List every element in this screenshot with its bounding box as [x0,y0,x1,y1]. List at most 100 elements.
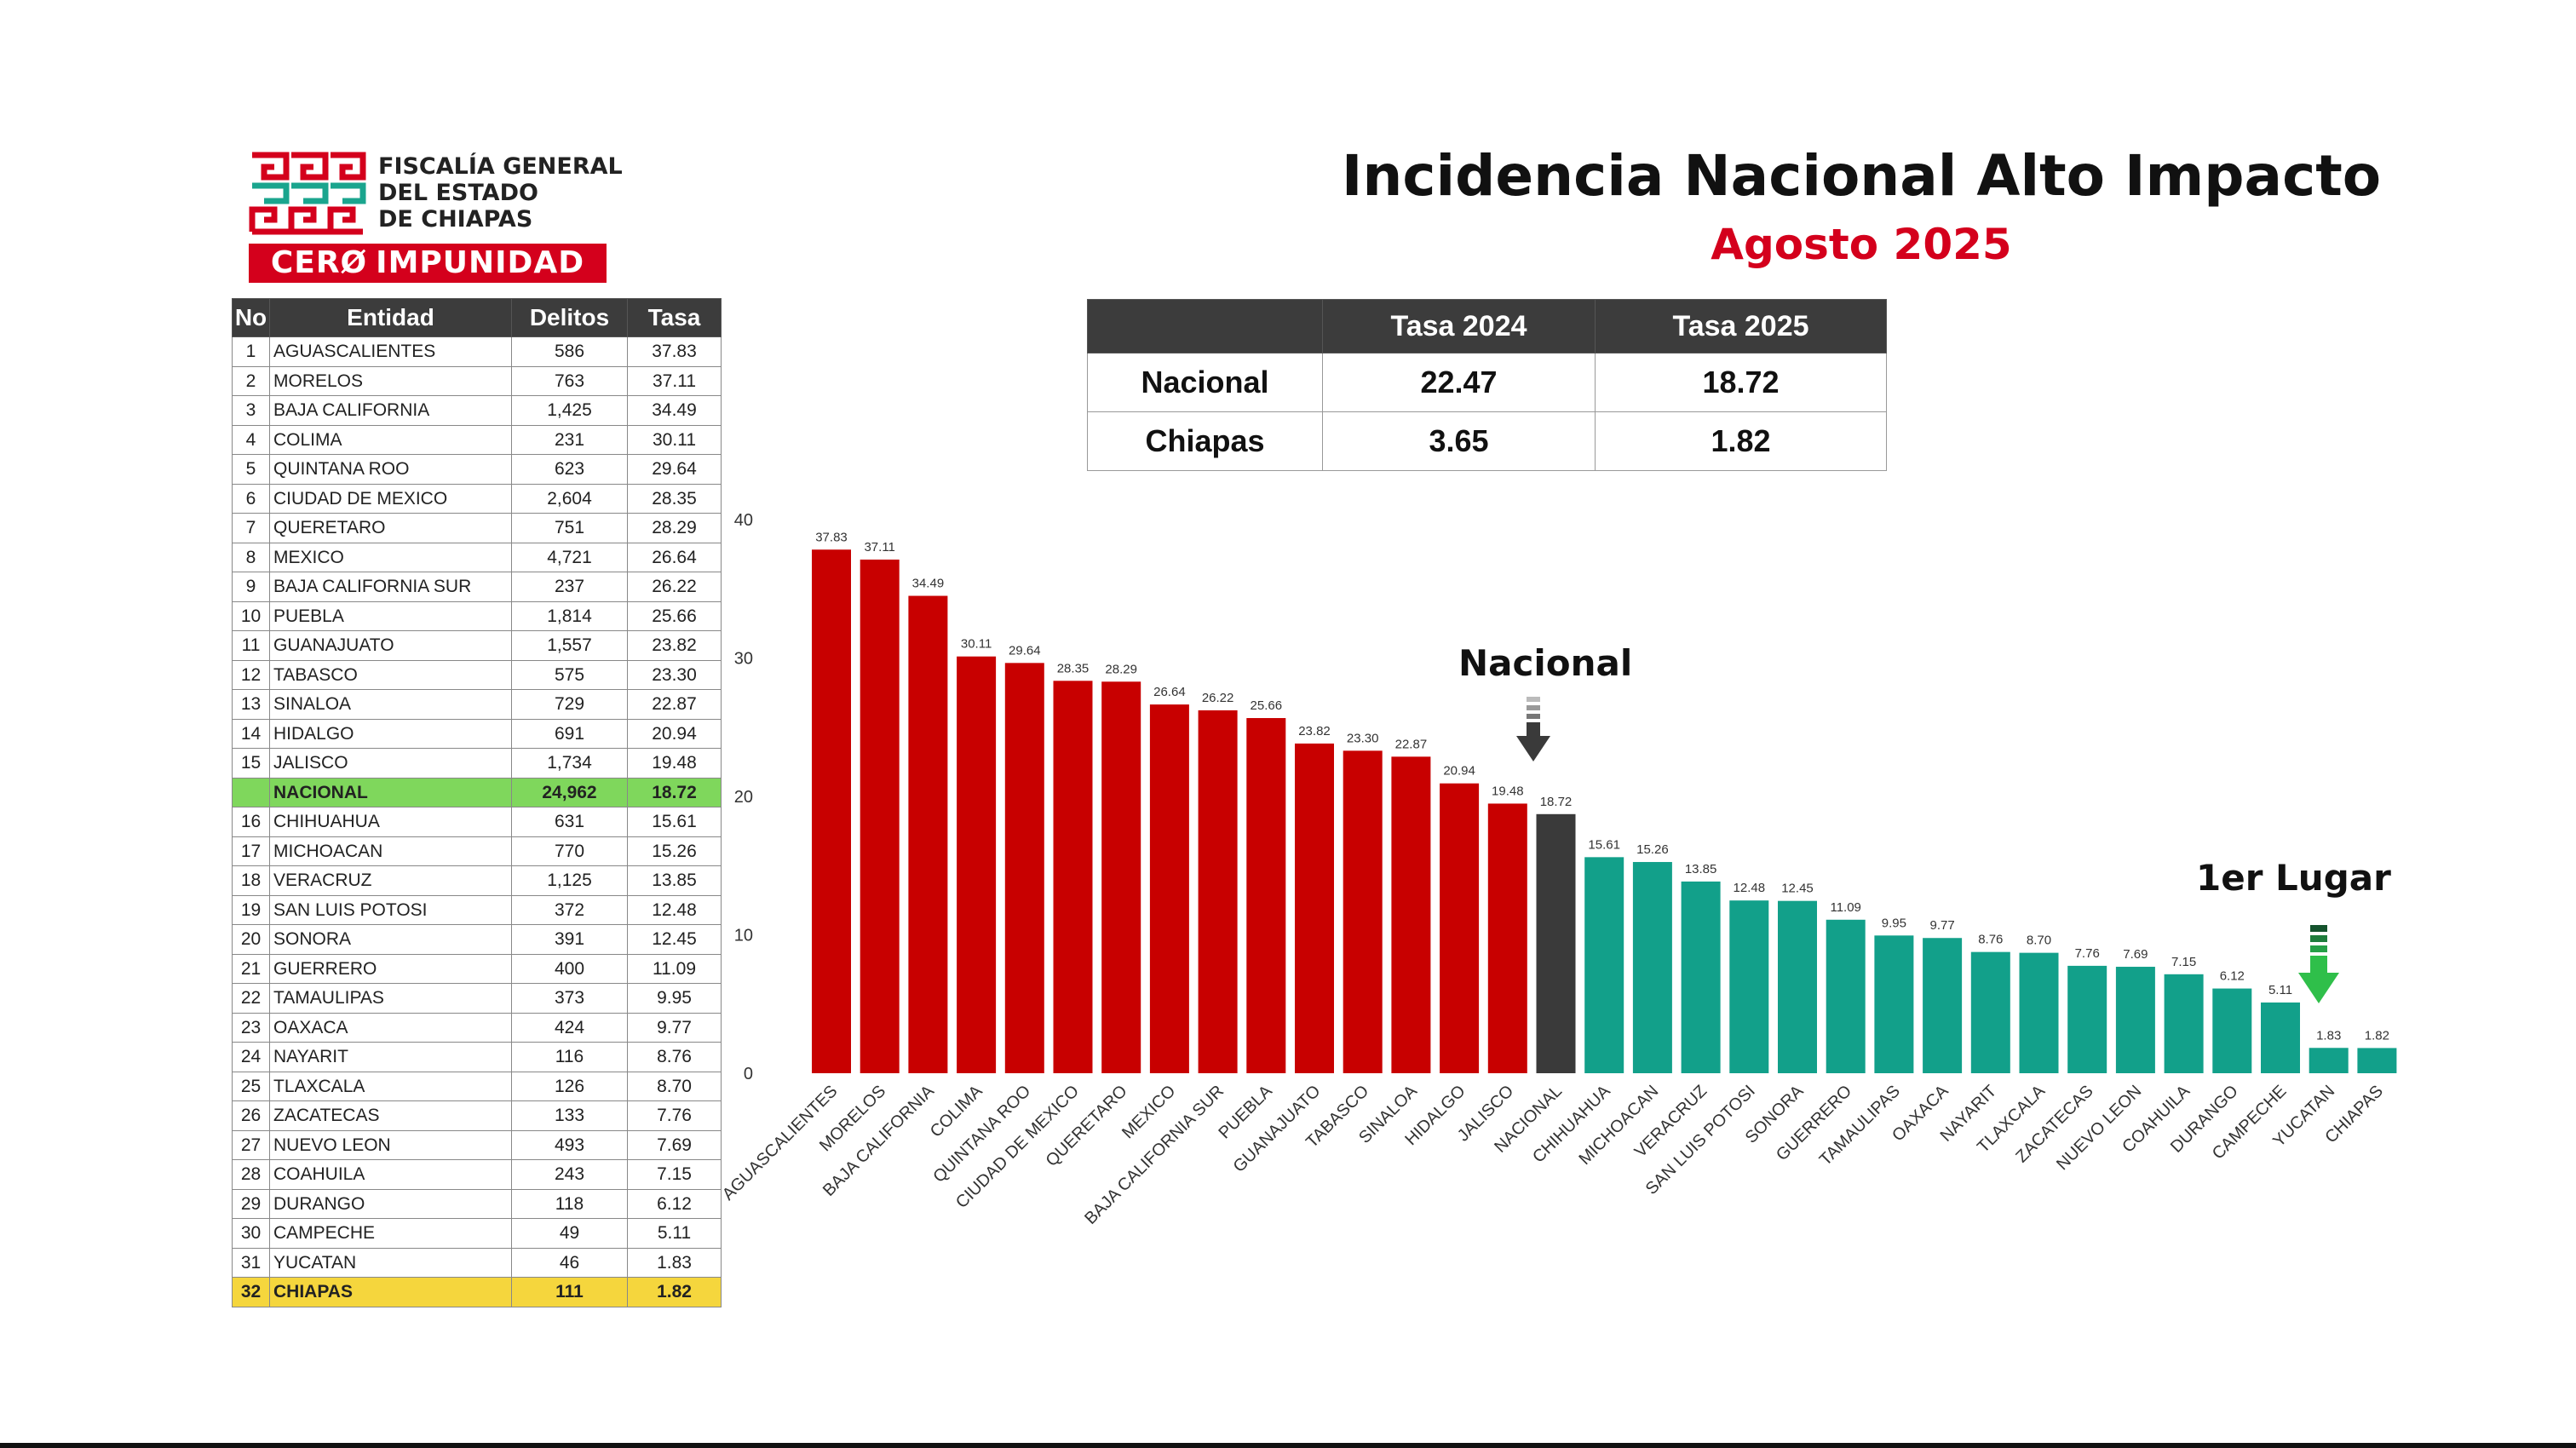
summary-header-blank [1087,299,1323,353]
data-label: 19.48 [1492,784,1524,798]
ranking-cell-tasa: 20.94 [627,718,722,749]
nacional-arrow-icon [1516,697,1550,761]
ranking-table: No Entidad Delitos Tasa 1 AGUASCALIENTES 5… [232,298,722,1307]
x-tick-label: NUEVO LEON [2053,1082,2145,1174]
ranking-cell-no [232,777,270,807]
bar-aguascalientes [812,549,851,1073]
data-label: 7.76 [2075,946,2100,961]
ranking-cell-entidad: MICHOACAN [269,836,512,866]
bar-chart: 01020304037.83AGUASCALIENTES37.11MORELOS… [719,511,2397,1228]
ranking-cell-delitos: 1,814 [511,600,628,631]
ranking-cell-tasa: 25.66 [627,600,722,631]
ranking-cell-tasa: 8.76 [627,1042,722,1072]
ranking-header-no: No [232,298,270,337]
data-label: 1.82 [2365,1028,2389,1043]
ranking-cell-no: 17 [232,836,270,866]
y-tick-label: 30 [734,650,753,669]
data-label: 15.26 [1636,842,1669,857]
ranking-cell-entidad: PUEBLA [269,600,512,631]
data-label: 18.72 [1540,795,1573,809]
ranking-cell-delitos: 623 [511,454,628,485]
table-row: 28 COAHUILA 243 7.15 [232,1159,722,1190]
summary-label: Chiapas [1087,411,1323,471]
ranking-cell-no: 8 [232,542,270,572]
ranking-cell-no: 23 [232,1012,270,1043]
ranking-cell-delitos: 729 [511,689,628,720]
table-row: 5 QUINTANA ROO 623 29.64 [232,454,722,485]
data-label: 22.87 [1395,737,1428,751]
bar-nuevo-leon [2115,967,2155,1073]
ranking-cell-tasa: 9.95 [627,983,722,1014]
ranking-cell-tasa: 29.64 [627,454,722,485]
ranking-cell-delitos: 49 [511,1218,628,1249]
bar-tamaulipas [1874,935,1914,1073]
ranking-cell-no: 6 [232,483,270,514]
bar-jalisco [1487,803,1527,1073]
bar-mexico [1149,704,1189,1073]
ranking-cell-entidad: CHIHUAHUA [269,807,512,837]
bar-tlaxcala [2019,952,2059,1073]
ranking-cell-tasa: 11.09 [627,953,722,984]
ranking-cell-delitos: 118 [511,1188,628,1219]
ranking-cell-entidad: CIUDAD DE MEXICO [269,483,512,514]
ranking-cell-entidad: MEXICO [269,542,512,572]
bar-guanajuato [1295,743,1334,1073]
ranking-cell-tasa: 7.69 [627,1129,722,1160]
table-row: 16 CHIHUAHUA 631 15.61 [232,807,722,837]
bar-ciudad-de-mexico [1053,681,1093,1073]
ranking-cell-delitos: 1,425 [511,395,628,426]
data-label: 7.15 [2171,955,2196,969]
table-row: 26 ZACATECAS 133 7.76 [232,1100,722,1131]
bar-chihuahua [1584,857,1624,1073]
ranking-cell-no: 5 [232,454,270,485]
ranking-cell-no: 20 [232,924,270,955]
summary-header-row: Tasa 2024 Tasa 2025 [1087,299,1887,353]
ranking-cell-tasa: 9.77 [627,1012,722,1043]
table-row: 27 NUEVO LEON 493 7.69 [232,1129,722,1160]
ranking-cell-entidad: CAMPECHE [269,1218,512,1249]
table-row: 4 COLIMA 231 30.11 [232,424,722,455]
ranking-cell-delitos: 424 [511,1012,628,1043]
summary-row-nacional: Nacional 22.47 18.72 [1087,353,1887,412]
ranking-cell-tasa: 34.49 [627,395,722,426]
table-row: 29 DURANGO 118 6.12 [232,1188,722,1219]
summary-label: Nacional [1087,353,1323,412]
ranking-cell-tasa: 23.82 [627,630,722,661]
table-row: 6 CIUDAD DE MEXICO 2,604 28.35 [232,483,722,514]
data-label: 30.11 [961,637,992,652]
ranking-cell-entidad: OAXACA [269,1012,512,1043]
bar-michoacan [1632,862,1672,1073]
table-row: 31 YUCATAN 46 1.83 [232,1247,722,1278]
bar-sinaloa [1391,756,1431,1073]
table-row: 13 SINALOA 729 22.87 [232,689,722,720]
table-row: 17 MICHOACAN 770 15.26 [232,836,722,866]
ranking-cell-entidad: GUANAJUATO [269,630,512,661]
ranking-cell-entidad: HIDALGO [269,718,512,749]
ranking-header-row: No Entidad Delitos Tasa [232,298,722,337]
bar-campeche [2261,1002,2300,1073]
bottom-bar [0,1443,2576,1448]
ranking-cell-no: 28 [232,1159,270,1190]
ranking-cell-delitos: 691 [511,718,628,749]
page-title: Incidencia Nacional Alto Impacto [1341,143,2382,209]
table-row: 12 TABASCO 575 23.30 [232,659,722,690]
ranking-cell-entidad: NAYARIT [269,1042,512,1072]
ranking-cell-no: 1 [232,336,270,367]
ranking-cell-delitos: 373 [511,983,628,1014]
bar-zacatecas [2067,965,2107,1073]
data-label: 1.83 [2316,1028,2341,1043]
ranking-header-tasa: Tasa [627,298,722,337]
ranking-cell-no: 18 [232,865,270,896]
bar-quintana-roo [1004,663,1044,1073]
ranking-cell-delitos: 237 [511,572,628,602]
summary-value-2024: 22.47 [1322,353,1596,412]
ranking-cell-entidad: ZACATECAS [269,1100,512,1131]
ranking-cell-tasa: 37.11 [627,365,722,396]
ranking-cell-entidad: GUERRERO [269,953,512,984]
data-label: 28.29 [1105,662,1137,676]
ranking-cell-entidad: DURANGO [269,1188,512,1219]
data-label: 29.64 [1009,643,1041,658]
ranking-cell-no: 4 [232,424,270,455]
ranking-cell-delitos: 400 [511,953,628,984]
ranking-cell-delitos: 586 [511,336,628,367]
